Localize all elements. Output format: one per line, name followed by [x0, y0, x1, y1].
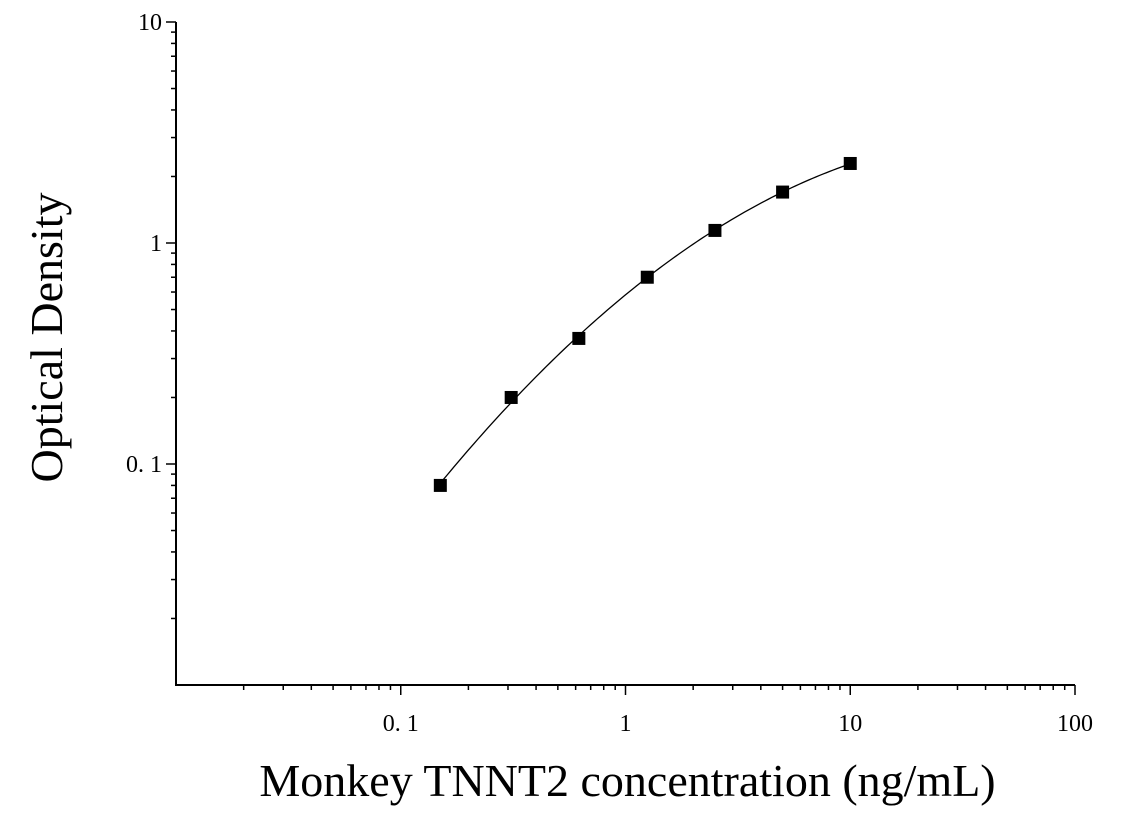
fit-curve	[439, 163, 851, 484]
y-axis-title: Optical Density	[21, 193, 72, 483]
x-tick-label: 100	[1057, 711, 1093, 737]
y-tick-label: 0. 1	[126, 452, 162, 478]
data-point	[504, 390, 518, 404]
data-points	[433, 156, 857, 492]
data-point	[433, 478, 447, 492]
data-point	[640, 270, 654, 284]
x-axis-title: Monkey TNNT2 concentration (ng/mL)	[259, 755, 995, 806]
x-tick-label: 1	[620, 711, 632, 737]
x-tick-label: 10	[838, 711, 862, 737]
y-tick-label: 10	[138, 10, 162, 36]
data-point	[708, 223, 722, 237]
data-point	[776, 185, 790, 199]
y-tick-label: 1	[150, 231, 162, 257]
x-tick-label: 0. 1	[383, 711, 419, 737]
axes	[175, 22, 1075, 686]
fit-curve-group	[439, 163, 851, 484]
data-point	[843, 156, 857, 170]
ticks: 0. 1 1 10 100 0. 1 1 10	[126, 10, 1093, 737]
data-point	[572, 331, 586, 345]
